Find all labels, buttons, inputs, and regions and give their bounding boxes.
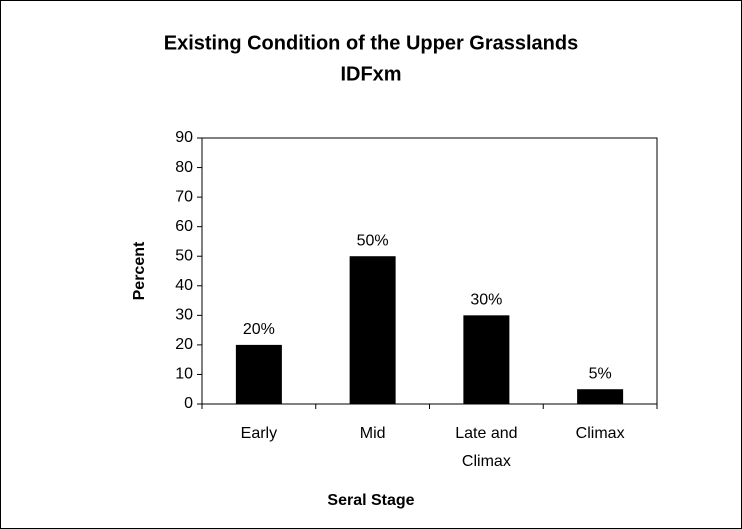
y-tick-label: 70 (175, 188, 193, 205)
x-axis-title: Seral Stage (327, 492, 414, 509)
chart-subtitle: IDFxm (340, 63, 401, 85)
y-tick-label: 0 (184, 395, 193, 412)
bar (463, 315, 510, 404)
data-label: 20% (243, 321, 275, 338)
y-tick-label: 90 (175, 129, 193, 146)
data-label: 30% (470, 292, 502, 309)
x-tick-label: Late and Climax (455, 425, 517, 470)
chart-title: Existing Condition of the Upper Grasslan… (164, 32, 578, 54)
x-tick-label: Climax (576, 425, 625, 442)
bar (577, 389, 624, 404)
y-tick-label: 40 (175, 277, 193, 294)
y-tick-label: 10 (175, 366, 193, 383)
y-tick-label: 80 (175, 159, 193, 176)
data-label: 50% (357, 232, 389, 249)
bar (235, 344, 282, 404)
y-tick-label: 20 (175, 336, 193, 353)
y-axis-title: Percent (131, 241, 148, 300)
y-tick-label: 30 (175, 307, 193, 324)
x-tick-label: Mid (360, 425, 386, 442)
y-tick-label: 50 (175, 247, 193, 264)
data-label: 5% (589, 365, 612, 382)
y-tick-label: 60 (175, 218, 193, 235)
x-tick-label: Early (241, 425, 277, 442)
bar (349, 256, 396, 404)
